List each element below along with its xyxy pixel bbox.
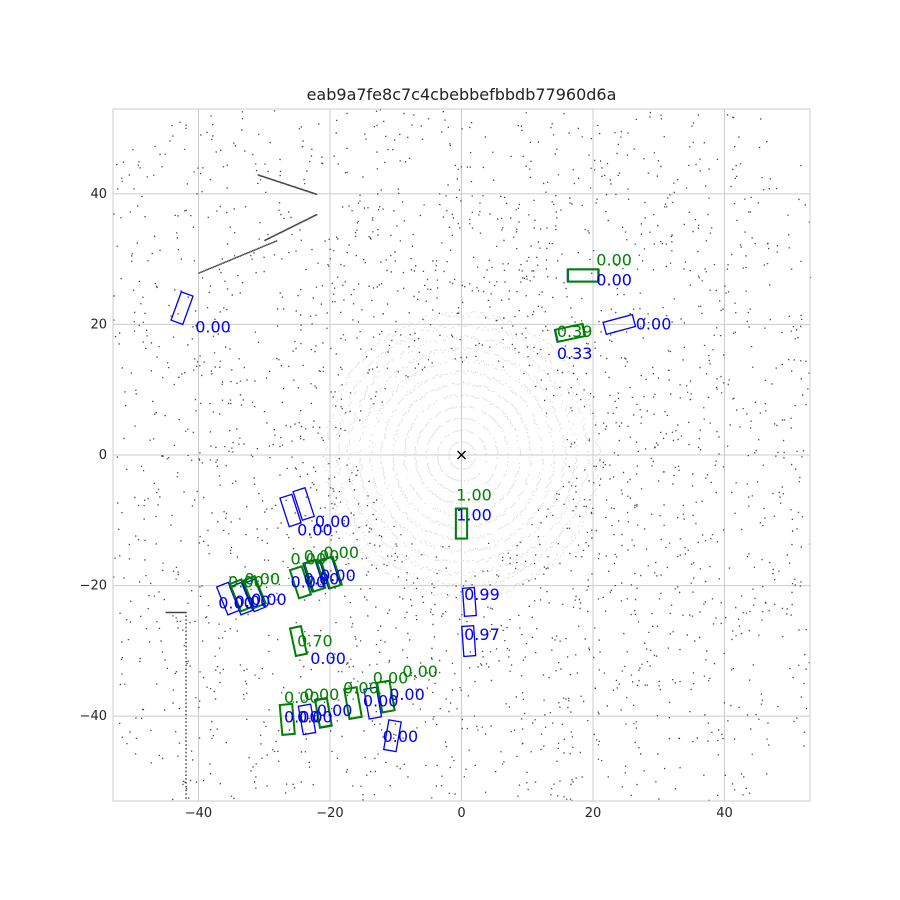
gt-score-label: 0.00: [343, 678, 379, 697]
predicted-box: [461, 586, 477, 617]
x-tick-label: 20: [585, 806, 602, 821]
pred-score-label: 0.00: [251, 590, 287, 609]
predicted-box: [242, 578, 267, 613]
gt-score-label: 0.00: [596, 251, 632, 270]
x-tick-label: −40: [185, 806, 212, 821]
y-tick-label: −40: [80, 709, 107, 724]
ground-truth-box: [567, 268, 600, 283]
pred-score-label: 0.00: [596, 270, 632, 289]
ground-truth-box: [288, 565, 313, 600]
pred-score-label: 0.00: [297, 520, 333, 539]
pred-score-label: 0.00: [284, 708, 320, 727]
ground-truth-box: [288, 624, 308, 658]
gt-score-label: 0.00: [284, 688, 320, 707]
score-labels: 0.000.000.000.390.330.001.001.000.990.97…: [195, 251, 671, 747]
predicted-box: [382, 719, 402, 753]
predicted-box: [297, 703, 317, 736]
pred-score-label: 0.00: [383, 727, 419, 746]
ground-truth-box: [319, 555, 344, 590]
predicted-box: [292, 486, 316, 521]
pred-score-label: 0.00: [304, 569, 340, 588]
predicted-box: [461, 624, 477, 658]
pred-score-label: 0.00: [317, 701, 353, 720]
pred-score-label: 0.97: [464, 625, 500, 644]
predicted-box: [602, 313, 637, 336]
axis-ticks: −40 −20 0 20 40 40 20 0 −20 −40: [80, 187, 733, 821]
gt-score-label: 0.00: [245, 569, 281, 588]
ego-cross-b: [457, 450, 466, 460]
x-tick-label: 0: [457, 806, 465, 821]
y-tick-label: 40: [90, 187, 107, 202]
pred-score-label: 0.00: [291, 573, 327, 592]
y-tick-label: −20: [80, 579, 107, 594]
ground-truth-box: [554, 322, 586, 344]
y-tick-label: 20: [90, 317, 107, 332]
ground-truth-box: [375, 679, 396, 714]
pred-score-label: 0.00: [320, 566, 356, 585]
gt-score-label: 0.00: [373, 668, 409, 687]
pred-score-label: 0.00: [389, 685, 425, 704]
ego-vehicle-marker: [457, 450, 466, 460]
gt-score-label: 0.00: [323, 543, 359, 562]
gt-score-label: 0.00: [228, 573, 264, 592]
ground-truth-box: [303, 558, 327, 593]
predicted-box: [363, 686, 383, 720]
gt-score-label: 0.39: [557, 322, 593, 341]
pred-score-label: 0.00: [297, 708, 333, 727]
plot-frame: [112, 108, 811, 802]
ground-truth-box: [454, 507, 469, 540]
predicted-box: [228, 581, 254, 616]
pred-score-label: 0.00: [195, 317, 231, 336]
gt-score-label: 1.00: [456, 486, 492, 505]
gt-score-label: 0.00: [291, 550, 327, 569]
gt-score-label: 0.70: [297, 631, 333, 650]
bounding-boxes: [170, 268, 637, 753]
chart-title: eab9a7fe8c7c4cbebbefbbdb77960d6a: [307, 85, 617, 104]
predicted-box: [279, 493, 302, 528]
pred-score-label: 1.00: [456, 505, 492, 524]
pred-score-label: 0.33: [557, 344, 593, 363]
pred-score-label: 0.99: [464, 585, 500, 604]
gt-score-label: 0.00: [402, 662, 438, 681]
ground-truth-box: [241, 574, 267, 610]
ground-truth-box: [343, 686, 363, 721]
x-tick-label: −20: [316, 806, 343, 821]
gt-score-label: 0.00: [304, 546, 340, 565]
pred-score-label: 0.00: [218, 593, 254, 612]
pred-score-label: 0.00: [235, 592, 271, 611]
gt-score-label: 0.00: [304, 685, 340, 704]
pred-score-label: 0.00: [310, 649, 346, 668]
ground-truth-box: [314, 697, 333, 729]
pred-score-label: 0.00: [315, 512, 351, 531]
pred-score-label: 0.00: [363, 691, 399, 710]
predicted-box: [170, 291, 194, 326]
x-tick-label: 40: [716, 806, 733, 821]
ground-truth-box: [278, 702, 296, 736]
y-tick-label: 0: [99, 448, 107, 463]
pred-score-label: 0.00: [636, 315, 672, 334]
